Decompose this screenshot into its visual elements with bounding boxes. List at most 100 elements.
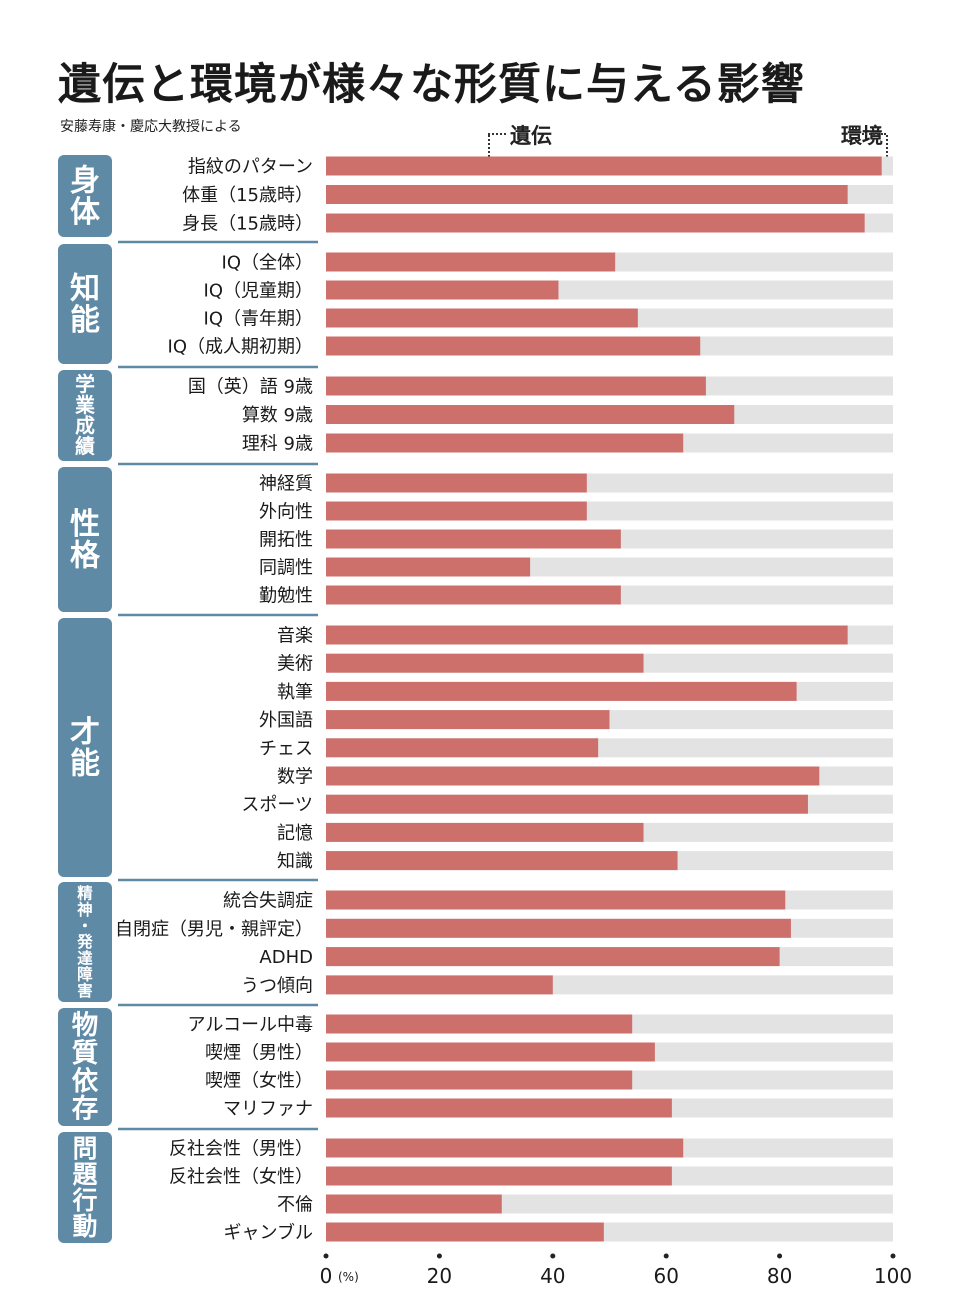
category-label: 美術 xyxy=(277,654,313,675)
category-label: 理科 9歳 xyxy=(242,434,313,455)
legend-heredity-label: 遺伝 xyxy=(510,124,552,148)
bar-heredity xyxy=(326,185,848,204)
group-label-box xyxy=(58,1008,112,1126)
bar-heredity xyxy=(326,1166,672,1186)
group-label: 問題行動 xyxy=(72,1134,98,1241)
bar-heredity xyxy=(326,336,701,356)
x-tick-label: 80 xyxy=(767,1264,792,1288)
x-tick-label: 20 xyxy=(427,1264,452,1288)
x-tick-label: 40 xyxy=(540,1264,565,1288)
category-label: 執筆 xyxy=(277,682,313,703)
x-tick-label: 60 xyxy=(653,1264,678,1288)
x-tick-mark xyxy=(777,1253,783,1259)
category-label: 身長（15歳時） xyxy=(182,214,313,235)
group-label: 才能 xyxy=(70,715,100,782)
category-label: アルコール中毒 xyxy=(188,1015,313,1036)
category-label: 体重（15歳時） xyxy=(182,185,313,206)
category-label: スポーツ xyxy=(241,795,313,816)
chart-title: 遺伝と環境が様々な形質に与える影響 xyxy=(58,60,805,110)
category-label: 算数 9歳 xyxy=(242,405,313,426)
category-label: うつ傾向 xyxy=(241,975,313,996)
bar-heredity xyxy=(326,308,638,328)
bar-heredity xyxy=(326,501,587,521)
bar-heredity xyxy=(326,1222,604,1242)
group-label-box xyxy=(58,244,112,364)
category-label: 同調性 xyxy=(259,558,313,579)
bar-heredity xyxy=(326,653,644,673)
bar-heredity xyxy=(326,1098,672,1118)
group-label: 精神・発達障害 xyxy=(76,884,93,1000)
bar-heredity xyxy=(326,918,791,938)
category-label: 開拓性 xyxy=(259,530,313,551)
category-label: 喫煙（男性） xyxy=(205,1043,313,1064)
bar-heredity xyxy=(326,213,865,233)
bar-heredity xyxy=(326,947,780,967)
bar-heredity xyxy=(326,1138,684,1158)
category-label: 数学 xyxy=(277,767,313,788)
x-tick-label: 0 xyxy=(320,1264,333,1288)
x-tick-mark xyxy=(890,1253,896,1259)
bar-heredity xyxy=(326,794,808,814)
x-tick-mark xyxy=(436,1253,442,1259)
legend-heredity-guide-h xyxy=(488,133,506,135)
x-tick-mark xyxy=(323,1253,329,1259)
bar-heredity xyxy=(326,529,621,549)
category-label: 音楽 xyxy=(277,626,313,647)
group-label: 身体 xyxy=(70,163,101,230)
bar-heredity xyxy=(326,822,644,842)
category-label: マリファナ xyxy=(223,1099,313,1120)
group-label: 性格 xyxy=(70,507,101,574)
category-label: 不倫 xyxy=(277,1195,313,1216)
category-label: 統合失調症 xyxy=(223,891,313,912)
x-tick-label: 100 xyxy=(874,1264,912,1288)
category-label: 勤勉性 xyxy=(259,586,313,607)
legend-heredity-guide-v xyxy=(488,135,490,165)
category-label: IQ（全体） xyxy=(222,253,313,274)
bar-heredity xyxy=(326,766,820,786)
category-label: 外向性 xyxy=(259,502,313,523)
group-label: 学業成績 xyxy=(74,373,95,458)
category-label: チェス xyxy=(259,738,313,759)
bar-heredity xyxy=(326,1042,655,1062)
bar-heredity xyxy=(326,1014,633,1034)
bar-heredity xyxy=(326,585,621,605)
legend-environment-label: 環境 xyxy=(841,124,883,148)
bar-heredity xyxy=(326,433,684,453)
category-label: ADHD xyxy=(259,947,313,968)
bar-heredity xyxy=(326,625,848,645)
bar-heredity xyxy=(326,252,616,272)
bar-heredity xyxy=(326,557,531,577)
bar-heredity xyxy=(326,738,599,758)
bar-heredity xyxy=(326,280,559,300)
group-label-box xyxy=(58,467,112,612)
bar-heredity xyxy=(326,681,797,701)
category-label: 自閉症（男児・親評定） xyxy=(115,919,313,940)
x-tick-mark xyxy=(663,1253,669,1259)
group-label-box xyxy=(58,370,112,461)
legend-environment-guide-v xyxy=(886,135,888,165)
category-label: 外国語 xyxy=(259,710,313,731)
category-label: 記憶 xyxy=(277,823,313,844)
category-label: 反社会性（男性） xyxy=(169,1139,313,1160)
category-label: IQ（成人期初期） xyxy=(168,337,313,358)
bar-heredity xyxy=(326,890,786,910)
category-label: 指紋のパターン xyxy=(188,157,313,178)
bar-heredity xyxy=(326,1070,633,1090)
group-label-box xyxy=(58,1132,112,1243)
category-label: 反社会性（女性） xyxy=(169,1167,313,1188)
bar-heredity xyxy=(326,376,706,396)
group-label: 物質依存 xyxy=(72,1010,99,1124)
bar-heredity xyxy=(326,405,735,424)
bar-heredity xyxy=(326,473,587,493)
bar-heredity xyxy=(326,156,882,176)
category-label: IQ（児童期） xyxy=(204,281,313,302)
category-label: 喫煙（女性） xyxy=(205,1071,313,1092)
x-axis-unit: (%) xyxy=(338,1270,359,1284)
bar-heredity xyxy=(326,851,678,871)
category-label: IQ（青年期） xyxy=(204,309,313,330)
group-label-box xyxy=(58,882,112,1002)
legend-environment-guide-h xyxy=(862,133,886,135)
group-label-box xyxy=(58,155,112,237)
category-label: 国（英）語 9歳 xyxy=(188,377,313,398)
